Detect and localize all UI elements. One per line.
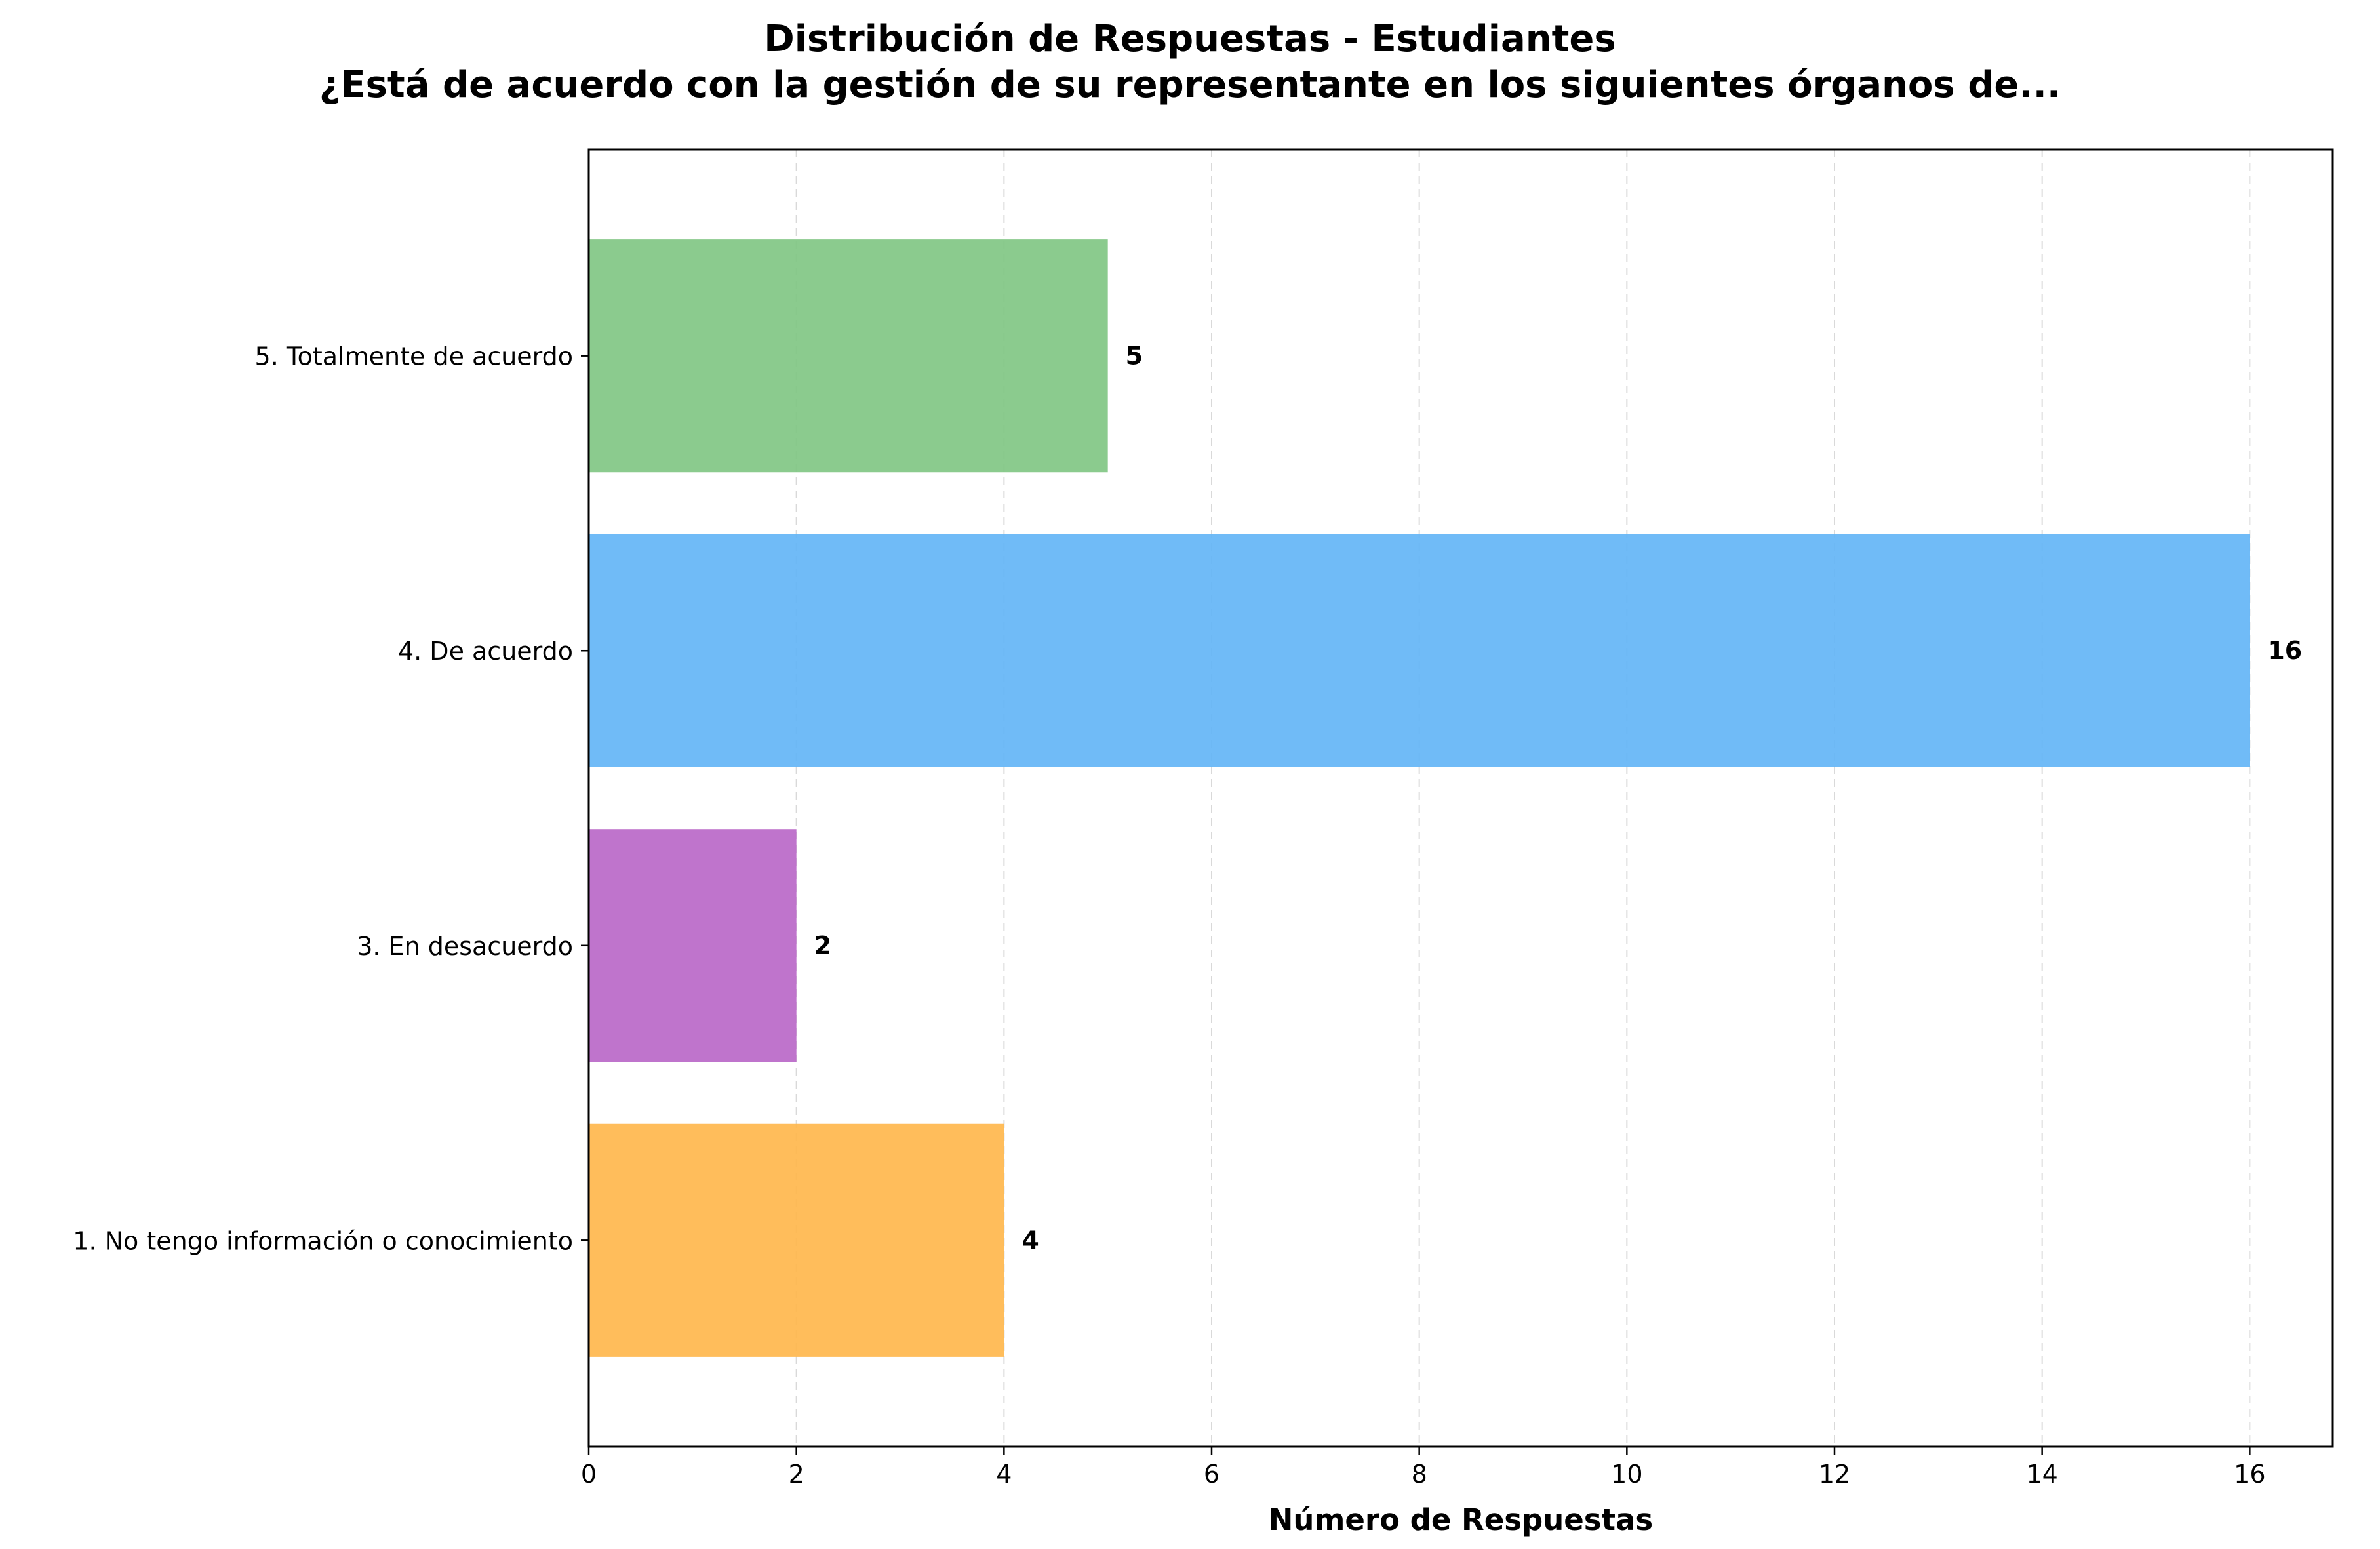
x-tick-label: 12 — [1819, 1460, 1850, 1489]
x-tick-label: 8 — [1412, 1460, 1427, 1489]
value-labels: 4 2 16 5 — [814, 342, 2303, 1255]
y-tick-label: 3. En desacuerdo — [357, 932, 573, 961]
bar-value-label: 5 — [1126, 342, 1143, 371]
x-tick-label: 14 — [2026, 1460, 2057, 1489]
bar — [589, 534, 2250, 767]
chart-title: Distribución de Respuestas - Estudiantes — [764, 18, 1616, 60]
chart-subtitle: ¿Está de acuerdo con la gestión de su re… — [319, 64, 2061, 106]
x-tick-label: 16 — [2234, 1460, 2265, 1489]
plot-frame — [587, 148, 2334, 1448]
x-axis-label: Número de Respuestas — [1269, 1502, 1653, 1537]
x-tick-label: 10 — [1611, 1460, 1642, 1489]
x-axis-ticks: 0 2 4 6 8 10 12 14 16 — [581, 1447, 2266, 1489]
y-tick-label: 4. De acuerdo — [398, 637, 573, 666]
bar — [589, 239, 1108, 473]
x-tick-label: 4 — [996, 1460, 1012, 1489]
x-tick-label: 2 — [789, 1460, 804, 1489]
bar-value-label: 4 — [1021, 1226, 1039, 1255]
x-tick-label: 6 — [1204, 1460, 1220, 1489]
bars — [589, 239, 2250, 1357]
y-axis-ticks: 1. No tengo información o conocimiento 3.… — [73, 342, 589, 1255]
bar — [589, 829, 797, 1062]
y-tick-label: 1. No tengo información o conocimiento — [73, 1226, 573, 1255]
x-tick-label: 0 — [581, 1460, 597, 1489]
bar-value-label: 2 — [814, 931, 831, 960]
y-tick-label: 5. Totalmente de acuerdo — [255, 342, 573, 371]
bar — [589, 1123, 1004, 1357]
bar-value-label: 16 — [2267, 636, 2302, 665]
